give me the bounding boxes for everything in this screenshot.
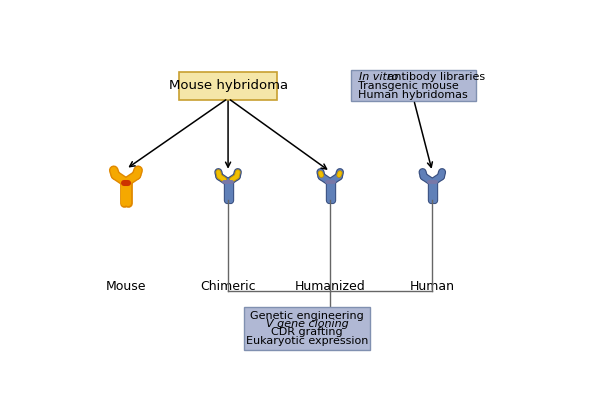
Text: Mouse hybridoma: Mouse hybridoma: [168, 79, 288, 92]
FancyBboxPatch shape: [179, 72, 277, 100]
Text: Chimeric: Chimeric: [200, 280, 256, 293]
Text: Human hybridomas: Human hybridomas: [358, 90, 468, 99]
FancyBboxPatch shape: [351, 70, 476, 101]
Text: Mouse: Mouse: [105, 280, 146, 293]
FancyBboxPatch shape: [244, 307, 370, 350]
Text: Transgenic mouse: Transgenic mouse: [358, 81, 459, 91]
Text: V gene cloning: V gene cloning: [265, 320, 349, 329]
Text: CDR grafting: CDR grafting: [271, 328, 343, 337]
Text: Eukaryotic expression: Eukaryotic expression: [246, 336, 368, 345]
Text: antibody libraries: antibody libraries: [384, 72, 485, 82]
Text: Human: Human: [410, 280, 455, 293]
Text: Humanized: Humanized: [295, 280, 365, 293]
Text: In vitro: In vitro: [359, 72, 398, 82]
Text: Genetic engineering: Genetic engineering: [250, 311, 364, 321]
